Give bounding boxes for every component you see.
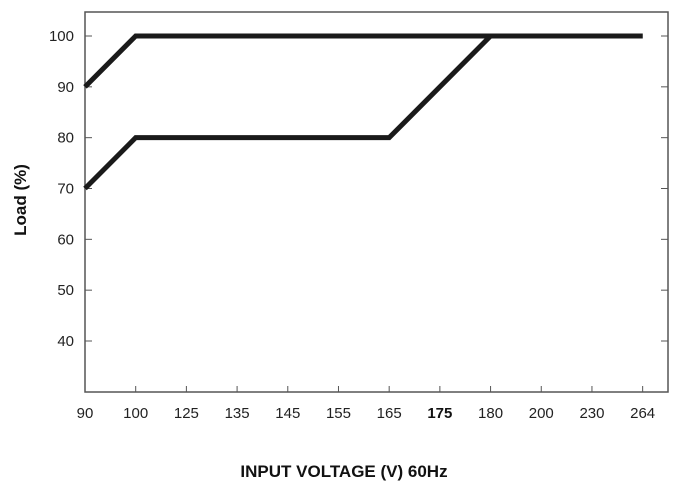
y-tick-label: 60 [57, 231, 74, 248]
y-tick-label: 90 [57, 79, 74, 96]
x-tick-label: 264 [630, 405, 655, 422]
y-tick-label: 100 [49, 28, 74, 45]
plot-frame [84, 11, 669, 393]
y-tick-label: 70 [57, 181, 74, 198]
x-axis: 90 100 125 135 145 155 165 175 180 200 230 264 [77, 386, 655, 422]
series-lines [83, 33, 643, 191]
x-tick-label: 135 [225, 405, 250, 422]
y-tick-label: 50 [57, 282, 74, 299]
x-tick-label: 145 [275, 405, 300, 422]
x-tick-label: 230 [579, 405, 604, 422]
x-tick-label: 100 [123, 405, 148, 422]
y-tick-label: 80 [57, 130, 74, 147]
x-tick-label: 165 [377, 405, 402, 422]
x-tick-label: 175 [427, 405, 452, 422]
x-tick-label: 180 [478, 405, 503, 422]
x-tick-label: 200 [529, 405, 554, 422]
series-line-1 [83, 33, 643, 89]
x-tick-label: 90 [77, 405, 94, 422]
y-axis: 100 90 80 70 60 50 40 [49, 28, 668, 350]
x-axis-label: INPUT VOLTAGE (V) 60Hz [240, 462, 447, 481]
x-tick-label: 125 [174, 405, 199, 422]
series-line-2 [83, 33, 643, 191]
y-tick-label: 40 [57, 333, 74, 350]
x-tick-label: 155 [326, 405, 351, 422]
y-axis-label: Load (%) [11, 164, 30, 236]
